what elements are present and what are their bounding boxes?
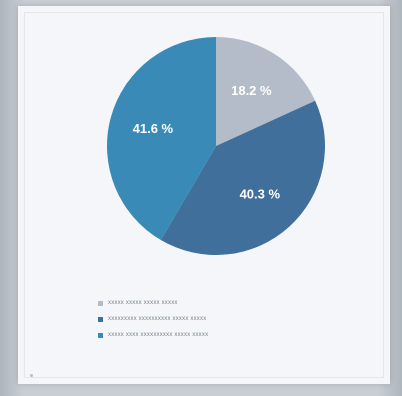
legend-swatch-1 [98,316,103,322]
pie-slice-0 [216,37,316,146]
legend-label-2: xxxxx xxxx xxxxxxxxxx xxxxx xxxxx [108,332,209,338]
pie-chart: 18.2 % 40.3 % 41.6 % [107,37,325,255]
legend-label-1: xxxxxxxxx xxxxxxxxxx xxxxx xxxxx [108,316,207,322]
corner-mark [30,374,33,377]
legend-item-2: xxxxx xxxx xxxxxxxxxx xxxxx xxxxx [98,328,378,342]
chart-legend: xxxxx xxxxx xxxxx xxxxx xxxxxxxxx xxxxxxx… [98,296,378,344]
pie-slices [107,37,325,255]
legend-swatch-2 [98,332,103,338]
pie-slice-label-0: 18.2 % [231,83,272,98]
legend-swatch-0 [98,300,103,306]
pie-slice-1 [160,100,325,255]
pie-labels: 18.2 % 40.3 % 41.6 % [133,83,281,202]
chart-panel: 18.2 % 40.3 % 41.6 % xxxxx xxxxx xxxxx xxx… [18,6,390,384]
legend-item-1: xxxxxxxxx xxxxxxxxxx xxxxx xxxxx [98,312,378,326]
pie-slice-2 [107,37,216,241]
legend-item-0: xxxxx xxxxx xxxxx xxxxx [98,296,378,310]
pie-slice-label-1: 40.3 % [240,187,281,202]
legend-label-0: xxxxx xxxxx xxxxx xxxxx [108,300,178,306]
pie-slice-label-2: 41.6 % [133,121,174,136]
panel-border [24,12,384,378]
